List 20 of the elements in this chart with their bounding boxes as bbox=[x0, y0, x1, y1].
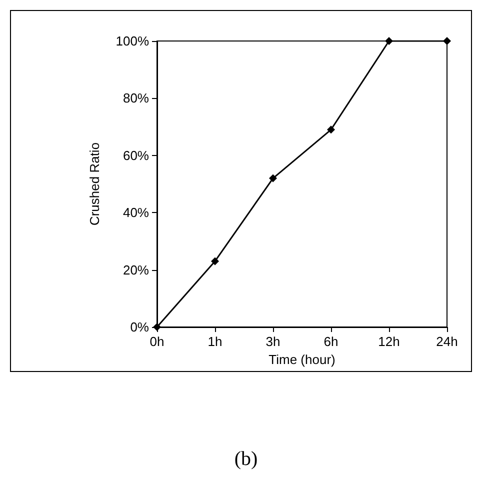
text: (b) bbox=[233, 448, 259, 471]
point bbox=[385, 37, 393, 45]
y-tick-label: 0% bbox=[130, 320, 150, 334]
y-tick-label: 40% bbox=[122, 205, 150, 220]
x-tick-label: 24h bbox=[436, 334, 458, 349]
y-tick-label: 80% bbox=[122, 90, 150, 106]
x-tick-label: 0h bbox=[150, 334, 164, 349]
x-tick-label: 1h bbox=[208, 334, 222, 349]
point bbox=[211, 257, 219, 266]
x-tick-label: 6h bbox=[324, 334, 338, 349]
x-tick-label: 12h bbox=[378, 334, 400, 349]
x-tick-label: 3h bbox=[266, 334, 280, 349]
y-tick-label: 20% bbox=[122, 262, 150, 278]
y-axis-title: Crushed Ratio bbox=[87, 142, 102, 226]
y-tick-label: 60% bbox=[122, 148, 150, 163]
point bbox=[327, 126, 335, 134]
point bbox=[443, 37, 451, 45]
point bbox=[269, 174, 277, 182]
x-axis-title: Time (hour) bbox=[268, 352, 336, 367]
y-tick-label: 100% bbox=[116, 34, 150, 48]
